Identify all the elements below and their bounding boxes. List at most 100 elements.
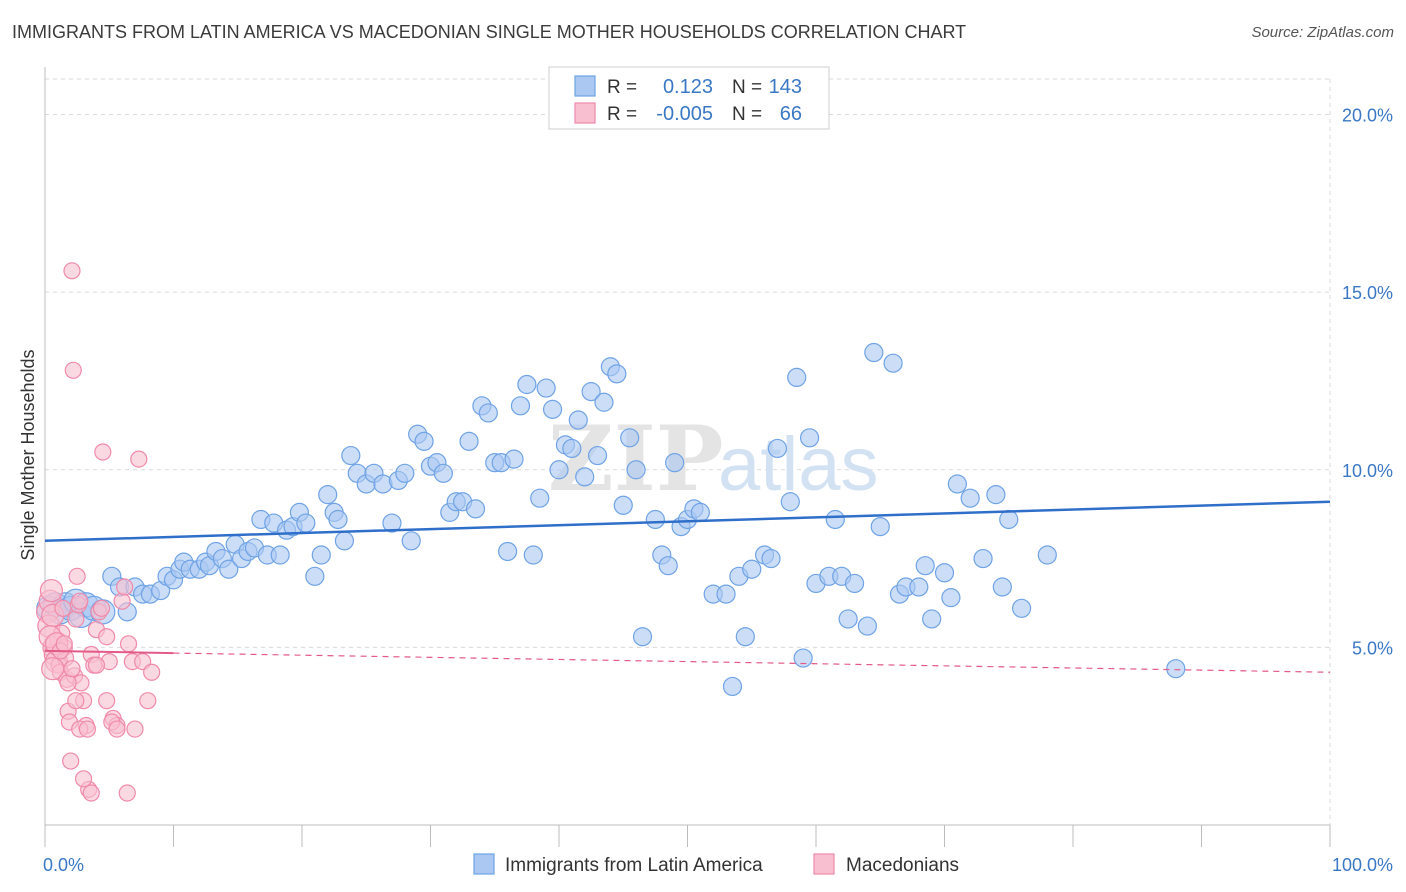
point-s0-35 xyxy=(270,545,290,565)
point-s1-65 xyxy=(118,784,136,802)
point-s0-119 xyxy=(864,342,884,363)
y-tick-label-1: 10.0% xyxy=(1342,461,1393,481)
point-s1-59 xyxy=(82,784,100,802)
trend-lines xyxy=(44,500,1331,673)
point-s1-18 xyxy=(62,752,80,770)
chart-source: Source: ZipAtlas.com xyxy=(1251,24,1394,41)
point-s0-66 xyxy=(478,403,498,423)
tick-labels: 5.0% 10.0% 15.0% 20.0% 0.0% 100.0% xyxy=(43,106,1393,875)
point-s0-64 xyxy=(465,499,486,519)
bottom-legend-swatch-macedonians xyxy=(813,853,835,875)
point-s0-82 xyxy=(581,382,601,402)
point-s0-70 xyxy=(504,449,524,469)
point-s0-87 xyxy=(613,495,633,515)
point-s0-39 xyxy=(296,513,316,533)
series-legend: Immigrants from Latin America Macedonian… xyxy=(473,853,959,876)
legend-n-value-1: 143 xyxy=(769,76,802,98)
bottom-legend-label-latin-america: Immigrants from Latin America xyxy=(505,855,763,876)
point-s0-127 xyxy=(934,563,955,583)
point-s1-35 xyxy=(98,628,116,646)
point-s1-52 xyxy=(55,635,73,653)
point-s0-41 xyxy=(311,545,331,565)
point-s0-107 xyxy=(767,438,788,459)
point-s0-129 xyxy=(947,474,967,494)
point-s1-46 xyxy=(139,692,157,710)
point-s0-53 xyxy=(395,463,415,483)
point-s0-71 xyxy=(510,396,531,416)
point-s0-90 xyxy=(632,627,653,647)
point-s1-20 xyxy=(64,361,82,379)
point-s0-128 xyxy=(941,588,961,608)
legend-r-label-2: R = xyxy=(607,104,637,125)
y-tick-label-2: 15.0% xyxy=(1342,283,1393,303)
point-s0-79 xyxy=(562,438,582,459)
point-s0-81 xyxy=(575,467,595,487)
legend-r-value-1: 0.123 xyxy=(663,76,713,98)
point-s1-60 xyxy=(87,656,106,674)
point-s0-91 xyxy=(645,509,665,530)
axes xyxy=(44,67,1331,847)
point-s1-47 xyxy=(143,663,161,681)
x-tick-label-0: 0.0% xyxy=(43,855,84,875)
point-s0-86 xyxy=(607,364,627,384)
y-tick-label-3: 20.0% xyxy=(1342,106,1393,126)
point-s1-25 xyxy=(71,592,89,610)
point-s0-132 xyxy=(986,485,1006,505)
point-s0-126 xyxy=(922,609,942,629)
stats-legend: R = 0.123 N = 143 R = -0.005 N = 66 xyxy=(548,66,830,130)
point-s1-62 xyxy=(98,692,116,710)
chart-title: IMMIGRANTS FROM LATIN AMERICA VS MACEDON… xyxy=(12,22,967,42)
point-s0-116 xyxy=(838,609,858,629)
legend-r-value-2: -0.005 xyxy=(656,103,713,125)
point-s0-80 xyxy=(568,410,588,430)
legend-n-label-1: N = xyxy=(732,77,762,98)
point-s0-83 xyxy=(587,445,608,466)
trend-line-1-dashed xyxy=(173,652,1331,673)
point-s1-39 xyxy=(113,592,131,610)
trend-line-0 xyxy=(44,500,1331,543)
bottom-legend-label-macedonians: Macedonians xyxy=(846,855,959,876)
point-s0-84 xyxy=(594,392,614,412)
point-s0-75 xyxy=(536,378,556,398)
point-s0-45 xyxy=(334,531,355,551)
point-s0-72 xyxy=(517,374,537,395)
point-s1-44 xyxy=(130,450,148,468)
point-s0-56 xyxy=(414,431,434,451)
y-axis-title: Single Mother Households xyxy=(18,349,38,560)
point-s0-125 xyxy=(915,556,935,576)
point-s0-46 xyxy=(341,445,361,466)
point-s0-54 xyxy=(401,531,421,551)
series-0-points xyxy=(36,342,1186,697)
legend-swatch-latin-america xyxy=(574,75,596,97)
point-s1-55 xyxy=(67,692,85,710)
point-s0-106 xyxy=(761,548,781,569)
scatter-points xyxy=(35,262,1186,802)
point-s0-118 xyxy=(857,616,878,636)
point-s1-34 xyxy=(94,443,112,461)
point-s1-22 xyxy=(67,610,85,628)
x-tick-label-1: 100.0% xyxy=(1332,855,1393,875)
point-s1-49 xyxy=(41,657,65,681)
point-s0-136 xyxy=(1037,545,1057,565)
point-s0-77 xyxy=(549,460,569,480)
legend-n-label-2: N = xyxy=(732,104,762,125)
point-s0-108 xyxy=(780,492,800,512)
point-s0-114 xyxy=(825,509,845,530)
y-tick-label-0: 5.0% xyxy=(1352,638,1393,658)
point-s0-59 xyxy=(433,463,453,483)
point-s0-135 xyxy=(1011,598,1032,618)
point-s1-58 xyxy=(78,720,97,738)
point-s0-111 xyxy=(799,428,820,448)
point-s0-117 xyxy=(844,573,865,594)
series-1-points xyxy=(35,262,161,802)
point-s0-131 xyxy=(973,548,993,569)
point-s0-134 xyxy=(999,509,1019,530)
point-s0-44 xyxy=(328,509,348,530)
point-s0-42 xyxy=(318,485,338,505)
point-s0-89 xyxy=(626,460,646,480)
point-s1-19 xyxy=(63,262,81,280)
point-s0-69 xyxy=(498,541,518,562)
point-s1-53 xyxy=(59,674,77,692)
point-s0-133 xyxy=(992,577,1012,597)
